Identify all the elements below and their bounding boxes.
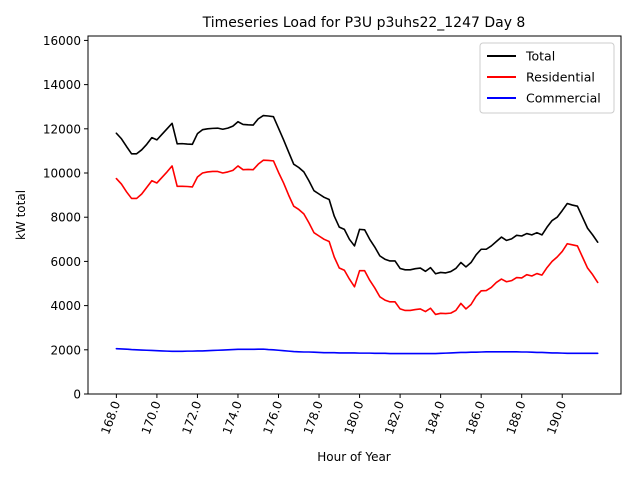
y-tick-label: 4000 — [50, 299, 81, 313]
legend: Total Residential Commercial — [479, 42, 615, 114]
series-line-commercial — [115, 347, 599, 355]
y-tick-label: 14000 — [43, 78, 81, 92]
legend-label-residential: Residential — [526, 70, 595, 85]
y-axis: 0 2000 4000 6000 8000 10000 12000 14000 16000 — [43, 34, 88, 402]
series-layer — [115, 114, 599, 355]
y-tick-label: 0 — [73, 388, 81, 402]
legend-label-commercial: Commercial — [526, 91, 601, 106]
legend-label-total: Total — [525, 49, 555, 64]
y-tick-label: 10000 — [43, 167, 81, 181]
legend-entries: Total Residential Commercial — [487, 49, 601, 106]
y-axis-label: kW total — [14, 190, 28, 240]
y-tick-label: 2000 — [50, 343, 81, 357]
y-tick-label: 12000 — [43, 122, 81, 136]
series-line-residential — [115, 159, 599, 316]
y-tick-label: 16000 — [43, 34, 81, 48]
x-axis-label: Hour of Year — [317, 450, 391, 464]
y-tick-label: 8000 — [50, 211, 81, 225]
series-line-total — [115, 114, 599, 275]
legend-box — [479, 42, 615, 114]
chart-title: Timeseries Load for P3U p3uhs22_1247 Day… — [202, 15, 526, 31]
y-tick-label: 6000 — [50, 255, 81, 269]
